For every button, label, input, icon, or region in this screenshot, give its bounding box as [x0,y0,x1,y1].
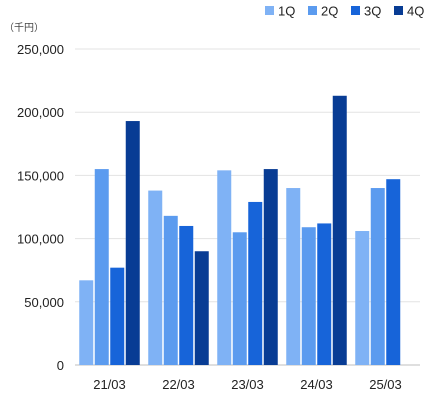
x-tick-label: 25/03 [369,377,402,392]
bar-2q-21-03 [94,169,109,365]
y-tick-label: 100,000 [17,232,64,247]
bar-4q-23-03 [263,169,278,365]
bar-1q-24-03 [286,188,301,365]
legend-label: 2Q [321,4,338,19]
bar-1q-23-03 [217,170,232,365]
y-tick-label: 0 [57,358,64,373]
bar-1q-22-03 [148,190,163,365]
bar-3q-25-03 [386,179,401,365]
y-unit-label: （千円） [4,22,44,34]
bars [79,95,401,365]
y-tick-label: 50,000 [24,295,64,310]
x-tick-label: 22/03 [162,377,195,392]
legend-label: 1Q [278,4,295,19]
y-tick-label: 150,000 [17,168,64,183]
bar-3q-22-03 [179,225,194,365]
legend: 1Q 2Q 3Q 4Q [265,4,424,19]
x-tick-label: 23/03 [231,377,264,392]
bar-1q-21-03 [79,280,94,365]
legend-swatch [265,6,274,15]
bar-3q-23-03 [248,201,263,365]
bar-3q-24-03 [317,223,332,365]
y-axis-ticks: 0 50,000 100,000 150,000 200,000 250,000 [17,42,64,373]
y-tick-label: 250,000 [17,42,64,57]
legend-label: 3Q [364,4,381,19]
bar-1q-25-03 [355,231,370,365]
bar-2q-22-03 [163,215,178,365]
legend-label: 4Q [407,4,424,19]
legend-swatch [351,6,360,15]
bar-4q-22-03 [194,251,209,365]
bar-2q-25-03 [370,188,385,365]
legend-swatch [308,6,317,15]
bar-4q-21-03 [125,121,140,365]
x-tick-label: 21/03 [93,377,126,392]
x-axis-ticks: 21/03 22/03 23/03 24/03 25/03 [93,377,402,392]
bar-4q-24-03 [332,95,347,365]
bar-2q-23-03 [232,232,247,365]
x-tick-label: 24/03 [300,377,333,392]
y-tick-label: 200,000 [17,105,64,120]
bar-3q-21-03 [110,267,125,365]
legend-swatch [394,6,403,15]
bar-2q-24-03 [301,227,316,365]
